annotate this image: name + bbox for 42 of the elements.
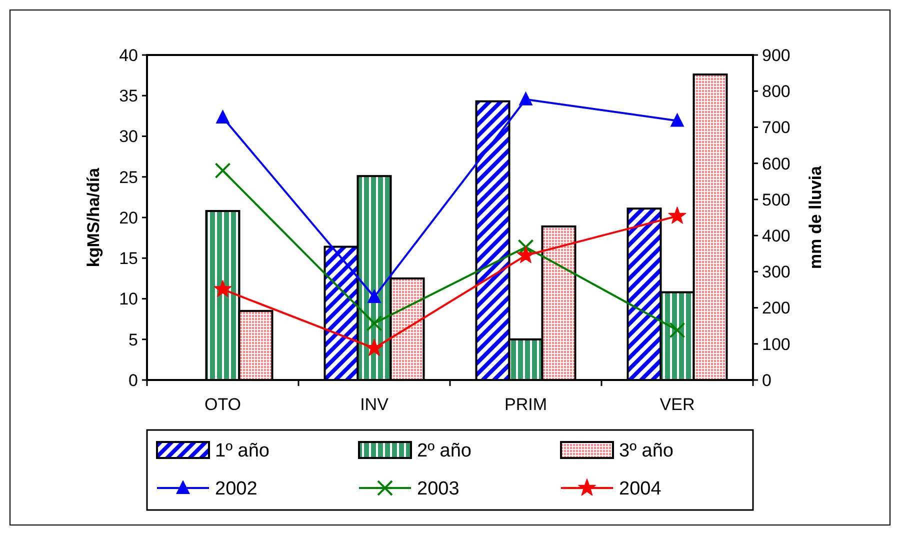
point (670, 112, 684, 127)
y-tick-label: 15 (119, 249, 138, 268)
legend-label: 1º año (215, 440, 270, 462)
point (669, 322, 686, 338)
y-tick-label: 35 (119, 86, 138, 106)
y-tick-label: 30 (119, 127, 138, 146)
y-tick-label: 0 (128, 370, 138, 390)
legend-label: 2002 (215, 478, 258, 500)
y-tick-label: 10 (119, 290, 138, 309)
y2-tick-label: 700 (762, 118, 790, 138)
y2-tick-label: 300 (762, 262, 790, 282)
point (216, 109, 230, 124)
y2-axis-title: mm de lluvia (806, 165, 825, 269)
y-tick-label: 5 (128, 330, 138, 350)
x-tick-label: VER (660, 395, 695, 414)
y2-tick-label: 800 (762, 82, 790, 102)
legend-label: 2º año (417, 440, 472, 462)
point (214, 162, 231, 179)
point (518, 91, 533, 106)
legend-label: 2004 (619, 478, 662, 500)
point (668, 206, 686, 224)
y2-tick-label: 200 (762, 298, 790, 318)
point (365, 338, 384, 356)
y2-tick-label: 400 (762, 226, 790, 246)
point (366, 315, 382, 332)
y-tick-label: 40 (119, 46, 138, 65)
point (367, 288, 382, 303)
y2-tick-label: 600 (762, 154, 790, 174)
y2-tick-label: 100 (762, 334, 790, 354)
point (214, 280, 232, 298)
y-tick-label: 20 (119, 208, 138, 228)
legend-label: 3º año (619, 440, 674, 462)
y-tick-label: 25 (119, 168, 138, 187)
x-tick-label: OTO (204, 395, 242, 414)
y2-tick-label: 900 (762, 46, 790, 65)
point (516, 246, 535, 264)
y-axis-title: kgMS/ha/día (84, 167, 103, 268)
legend-label: 2003 (417, 478, 460, 500)
y2-tick-label: 0 (762, 370, 772, 390)
y2-tick-label: 500 (762, 190, 790, 210)
x-tick-label: PRIM (504, 395, 547, 414)
x-tick-label: INV (360, 395, 390, 414)
